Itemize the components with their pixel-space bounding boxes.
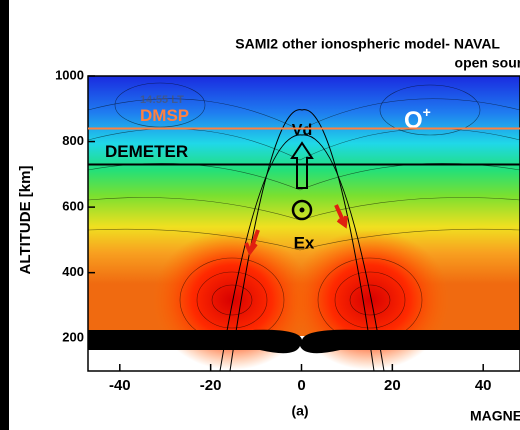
reference-line-label: DMSP: [140, 106, 189, 125]
species-charge: +: [423, 104, 431, 120]
x-tick-label: -20: [200, 377, 222, 394]
x-tick-label: -40: [109, 377, 131, 394]
vd-label: Vd: [292, 122, 312, 139]
x-tick-label: 20: [384, 377, 401, 394]
time-label: 14:55 LT: [140, 94, 184, 106]
reference-line-label: DEMETER: [105, 142, 188, 161]
y-tick-label: 1000: [55, 67, 84, 82]
y-axis-label: ALTITUDE [km]: [17, 166, 34, 275]
plot-frame: [87, 75, 520, 372]
x-tick-label: 0: [297, 377, 305, 394]
y-tick-label: 400: [62, 264, 84, 279]
y-tick-label: 600: [62, 199, 84, 214]
y-tick-label: 800: [62, 133, 84, 148]
ex-label: Ex: [294, 233, 315, 252]
panel-label: (a): [291, 403, 308, 419]
title: SAMI2 other ionospheric model- NAVAL: [235, 36, 500, 52]
y-tick-label: 200: [62, 330, 84, 345]
x-tick-label: 40: [475, 377, 492, 394]
subtitle: open sourc: [455, 55, 520, 71]
species: O: [404, 107, 423, 134]
field: [88, 76, 520, 371]
x-axis-label: MAGNETIC: [470, 408, 520, 424]
frame-edge: [0, 0, 9, 430]
